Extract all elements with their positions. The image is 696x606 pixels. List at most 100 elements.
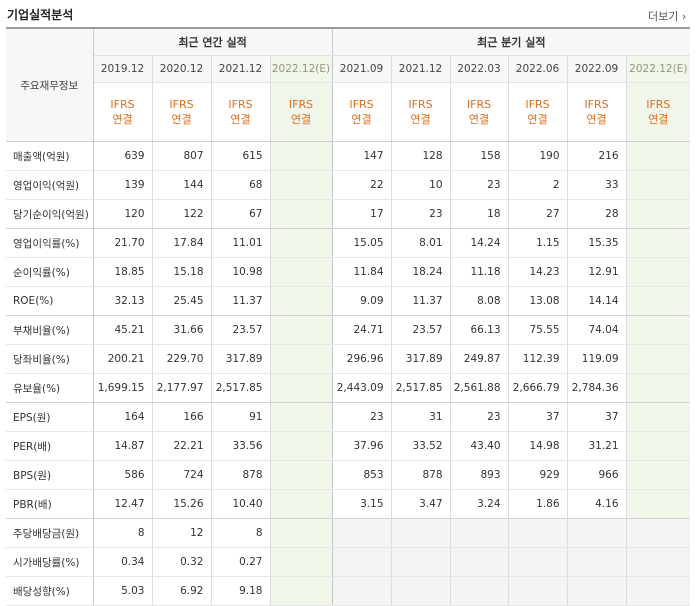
value-cell: 966 [567,460,627,490]
value-cell: 14.87 [93,431,153,461]
table-row: 유보율(%) 1,699.15 2,177.97 2,517.85 2,443.09 2,… [6,373,691,403]
value-cell: 2,561.88 [450,373,509,403]
value-cell: 31.66 [152,315,212,345]
standard-line1: IFRS [525,98,550,111]
value-cell: 23.57 [391,315,451,345]
empty-cell [626,518,691,548]
value-cell: 229.70 [152,344,212,374]
value-cell: 74.04 [567,315,627,345]
value-cell: 586 [93,460,153,490]
value-cell [270,141,333,171]
value-cell: 23.57 [211,315,271,345]
value-cell: 878 [211,460,271,490]
value-cell: 9.09 [332,286,392,316]
financial-summary-table: 주요재무정보 최근 연간 실적 최근 분기 실적 2019.12 2020.12… [6,27,691,606]
value-cell: 8.01 [391,228,451,258]
value-cell: 12 [152,518,212,548]
period-header: 2022.06 [508,55,568,83]
accounting-standard-header: IFRS 연결 [332,82,392,142]
period-header: 2022.03 [450,55,509,83]
value-cell: 37 [567,402,627,432]
empty-cell [567,518,627,548]
value-cell: 15.26 [152,489,212,519]
value-cell: 32.13 [93,286,153,316]
value-cell: 119.09 [567,344,627,374]
row-label: PER(배) [6,431,94,461]
row-label: EPS(원) [6,402,94,432]
value-cell: 17.84 [152,228,212,258]
value-cell [270,286,333,316]
value-cell: 853 [332,460,392,490]
empty-cell [332,547,392,577]
standard-line2: 연결 [648,113,669,126]
empty-cell [567,547,627,577]
value-cell: 33.52 [391,431,451,461]
value-cell: 91 [211,402,271,432]
row-label: 당기순이익(억원) [6,199,94,229]
value-cell: 200.21 [93,344,153,374]
value-cell: 3.15 [332,489,392,519]
value-cell [626,402,691,432]
table-row: 당좌비율(%) 200.21 229.70 317.89 296.96 317.89 249… [6,344,691,374]
value-cell: 3.47 [391,489,451,519]
accounting-standard-header: IFRS 연결 [93,82,153,142]
empty-cell [332,576,392,606]
standard-line1: IFRS [584,98,609,111]
table-row: EPS(원) 164 166 91 23 31 23 37 37 [6,402,691,432]
value-cell: 249.87 [450,344,509,374]
empty-cell [508,547,568,577]
standard-line2: 연결 [527,113,548,126]
value-cell: 12.91 [567,257,627,287]
value-cell: 68 [211,170,271,200]
value-cell: 5.03 [93,576,153,606]
value-cell: 893 [450,460,509,490]
value-cell: 2,517.85 [211,373,271,403]
value-cell: 10.98 [211,257,271,287]
row-label: 영업이익(억원) [6,170,94,200]
value-cell: 15.18 [152,257,212,287]
table-row: 배당성향(%) 5.03 6.92 9.18 [6,576,691,606]
value-cell: 139 [93,170,153,200]
empty-cell [508,518,568,548]
value-cell: 67 [211,199,271,229]
period-header: 2021.12 [391,55,451,83]
value-cell: 43.40 [450,431,509,461]
row-label: BPS(원) [6,460,94,490]
value-cell: 0.27 [211,547,271,577]
period-header: 2020.12 [152,55,212,83]
value-cell: 75.55 [508,315,568,345]
period-header: 2022.09 [567,55,627,83]
value-cell [626,373,691,403]
value-cell [270,315,333,345]
value-cell [626,141,691,171]
table-row: PBR(배) 12.47 15.26 10.40 3.15 3.47 3.24 1.86 4.1… [6,489,691,519]
value-cell [626,257,691,287]
accounting-standard-header: IFRS 연결 [626,82,691,142]
standard-line2: 연결 [290,113,312,126]
accounting-standard-header: IFRS 연결 [152,82,212,142]
standard-line1: IFRS [228,98,253,111]
more-link[interactable]: 더보기 › [648,8,686,24]
value-cell [270,344,333,374]
value-cell [270,518,333,548]
value-cell: 28 [567,199,627,229]
table-row: 주당배당금(원) 8 12 8 [6,518,691,548]
standard-line1: IFRS [408,98,433,111]
value-cell: 11.37 [211,286,271,316]
value-cell: 10 [391,170,451,200]
value-cell: 13.08 [508,286,568,316]
value-cell: 23 [391,199,451,229]
value-cell: 122 [152,199,212,229]
value-cell: 0.34 [93,547,153,577]
period-header: 2021.12 [211,55,271,83]
value-cell [270,199,333,229]
value-cell: 15.05 [332,228,392,258]
value-cell: 216 [567,141,627,171]
row-label: 시가배당률(%) [6,547,94,577]
value-cell: 10.40 [211,489,271,519]
standard-line1: IFRS [288,98,314,111]
period-header-estimate: 2022.12(E) [626,55,691,83]
value-cell: 21.70 [93,228,153,258]
value-cell: 8 [93,518,153,548]
empty-cell [567,576,627,606]
